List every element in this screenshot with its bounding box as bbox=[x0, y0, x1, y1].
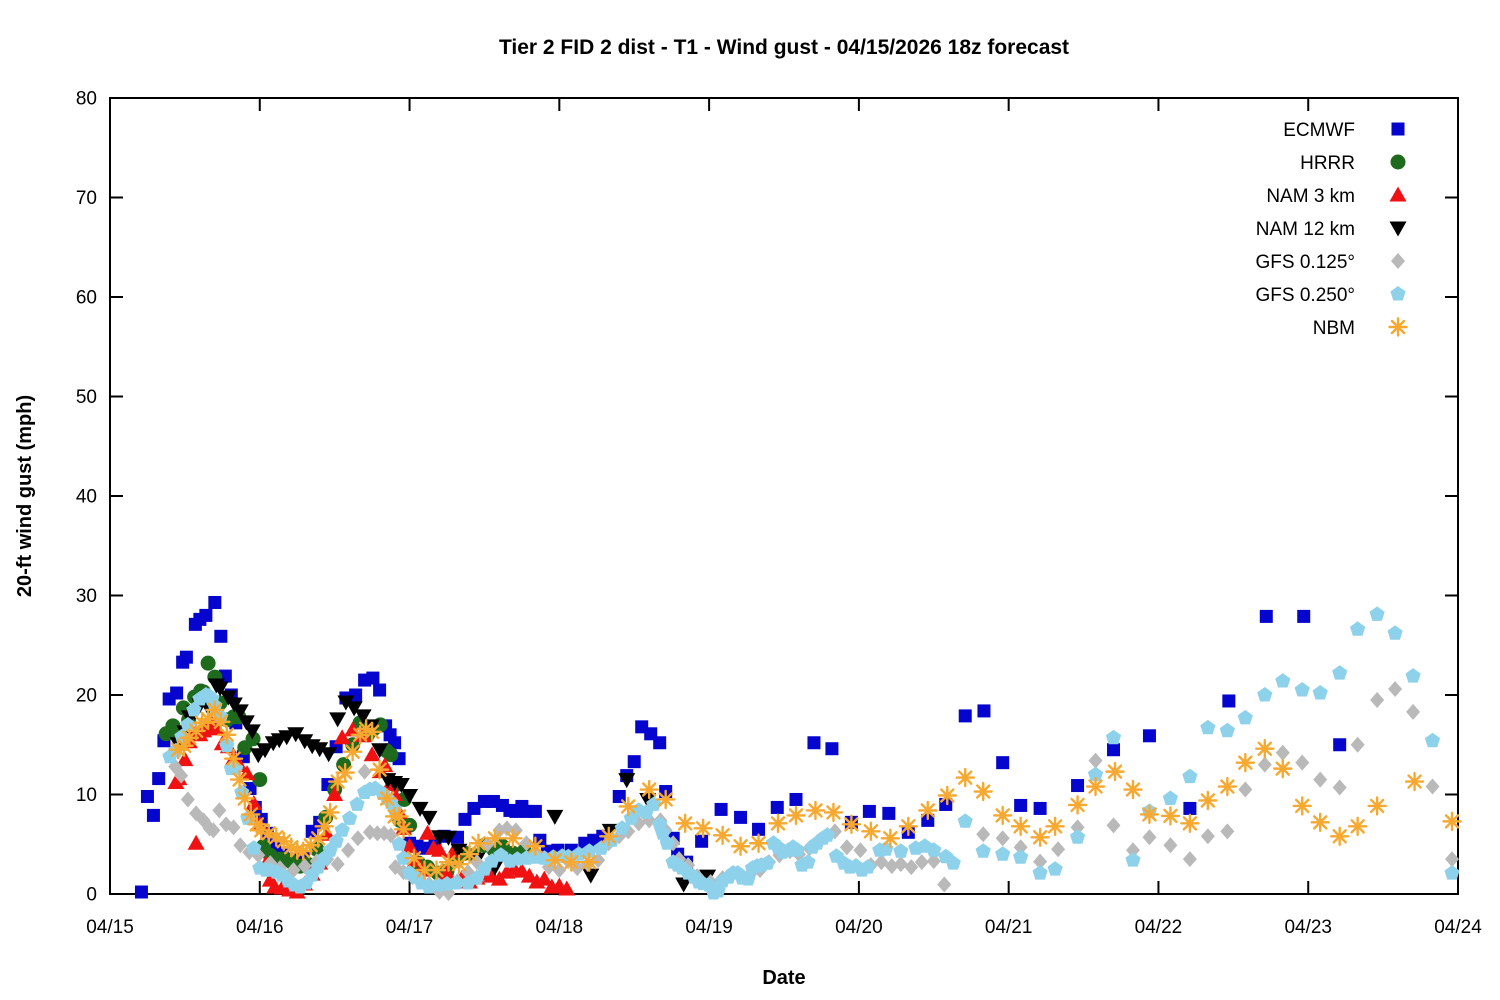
y-tick-label: 80 bbox=[76, 89, 97, 110]
legend-label: GFS 0.250° bbox=[1256, 285, 1355, 306]
series-NAM-12-km bbox=[169, 678, 717, 893]
series-NBM bbox=[168, 700, 1462, 880]
legend-item-HRRR: HRRR bbox=[1300, 153, 1406, 174]
y-tick-label: 0 bbox=[86, 885, 97, 906]
x-tick-label: 04/23 bbox=[1284, 917, 1332, 938]
legend-label: GFS 0.125° bbox=[1256, 252, 1355, 273]
legend-label: NBM bbox=[1313, 318, 1355, 339]
legend-item-NAM-12-km: NAM 12 km bbox=[1256, 219, 1407, 240]
legend-label: NAM 12 km bbox=[1256, 219, 1355, 240]
legend-item-GFS-0-125-: GFS 0.125° bbox=[1256, 252, 1405, 273]
y-tick-label: 30 bbox=[76, 586, 97, 607]
x-tick-label: 04/15 bbox=[86, 917, 134, 938]
x-axis-title: Date bbox=[762, 967, 805, 989]
legend-item-NBM: NBM bbox=[1313, 317, 1408, 339]
x-tick-label: 04/19 bbox=[685, 917, 733, 938]
plot-border bbox=[109, 97, 1459, 895]
y-tick-label: 60 bbox=[76, 288, 97, 309]
y-tick-label: 70 bbox=[76, 188, 97, 209]
chart-title: Tier 2 FID 2 dist - T1 - Wind gust - 04/… bbox=[499, 36, 1069, 59]
y-tick-label: 10 bbox=[76, 785, 97, 806]
x-axis: 04/15 04/16 04/17 04/18 04/19 04/20 04/21 04/22… bbox=[86, 98, 1482, 938]
y-tick-label: 40 bbox=[76, 487, 97, 508]
x-tick-label: 04/22 bbox=[1135, 917, 1183, 938]
x-tick-label: 04/18 bbox=[536, 917, 584, 938]
legend-item-NAM-3-km: NAM 3 km bbox=[1266, 186, 1407, 207]
y-tick-label: 20 bbox=[76, 686, 97, 707]
legend-item-GFS-0-250-: GFS 0.250° bbox=[1256, 285, 1406, 306]
legend-label: HRRR bbox=[1300, 153, 1355, 174]
x-tick-label: 04/17 bbox=[386, 917, 434, 938]
x-tick-label: 04/24 bbox=[1434, 917, 1482, 938]
y-axis: 0 10 20 30 40 50 60 70 80 bbox=[76, 89, 1458, 906]
x-tick-label: 04/20 bbox=[835, 917, 883, 938]
x-tick-label: 04/21 bbox=[985, 917, 1033, 938]
plot-content: 04/15 04/16 04/17 04/18 04/19 04/20 04/21 04/22… bbox=[76, 89, 1482, 939]
legend-item-ECMWF: ECMWF bbox=[1283, 120, 1405, 141]
y-axis-title: 20-ft wind gust (mph) bbox=[14, 395, 36, 597]
legend-label: ECMWF bbox=[1283, 120, 1355, 141]
x-tick-label: 04/16 bbox=[236, 917, 284, 938]
y-tick-label: 50 bbox=[76, 387, 97, 408]
legend-label: NAM 3 km bbox=[1266, 186, 1355, 207]
legend: ECMWF HRRR NAM 3 km NAM 12 km GFS 0.125° GFS … bbox=[1256, 120, 1408, 339]
